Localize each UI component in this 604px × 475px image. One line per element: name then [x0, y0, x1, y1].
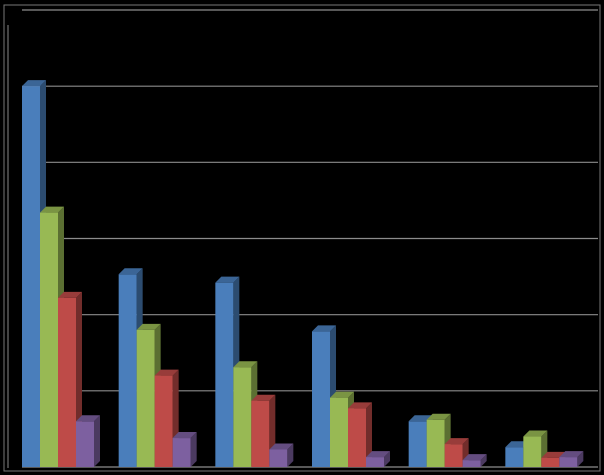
bar-top [426, 413, 451, 420]
bar-top [40, 206, 64, 213]
bar-side [94, 415, 100, 467]
bar-side [480, 454, 487, 467]
bar [154, 375, 173, 467]
bar-top [136, 323, 161, 330]
bar [408, 421, 427, 467]
bar [348, 408, 366, 467]
bar [76, 421, 94, 467]
bar-side [577, 451, 584, 467]
bar [426, 419, 445, 467]
bar-side [287, 443, 294, 467]
bar [330, 397, 348, 467]
bar [172, 438, 191, 467]
bar-top [215, 276, 240, 283]
bar-top [172, 432, 197, 439]
bar-top [312, 325, 336, 332]
bar [40, 212, 58, 467]
plot-frame [3, 4, 601, 472]
bar-top [22, 80, 46, 87]
bar-top [462, 454, 487, 461]
bar [523, 436, 542, 467]
bar-top [251, 394, 276, 401]
bar [58, 297, 76, 467]
bar-top [58, 291, 82, 298]
bar-side [384, 451, 390, 467]
bar-top [233, 361, 258, 368]
bar [22, 86, 40, 468]
bar [444, 444, 463, 467]
bar-side [190, 432, 197, 467]
bar-top [348, 402, 372, 409]
bar-top [154, 369, 179, 376]
bar-top [559, 451, 584, 458]
bar-top [269, 443, 294, 450]
bar [118, 274, 137, 467]
bar [251, 400, 270, 467]
bar [269, 449, 288, 467]
bar-top [541, 451, 566, 458]
bar [312, 331, 330, 467]
bar-top [76, 415, 100, 422]
bar [366, 457, 384, 467]
bar [559, 457, 578, 467]
bar [215, 282, 234, 467]
bar-side [366, 402, 372, 467]
bar-top [523, 430, 548, 437]
bar-top [366, 451, 390, 458]
bar [505, 447, 524, 467]
bar-top [444, 438, 469, 445]
bar [462, 460, 481, 467]
bar-top [330, 391, 354, 398]
bar [541, 457, 560, 467]
bar [136, 329, 155, 467]
bar [233, 367, 252, 467]
bar-top [118, 268, 143, 275]
